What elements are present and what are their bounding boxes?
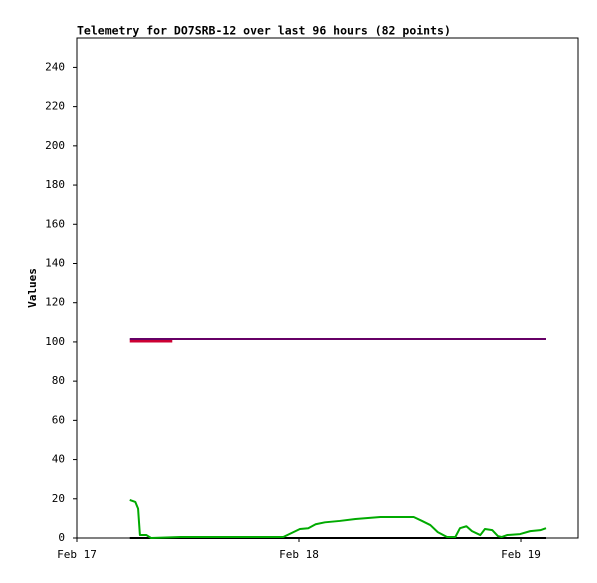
x-tick-label: Feb 19 <box>501 548 541 561</box>
y-tick-label: 200 <box>45 139 65 152</box>
y-tick-label: 140 <box>45 256 65 269</box>
y-tick-label: 220 <box>45 100 65 113</box>
y-tick-label: 40 <box>52 453 65 466</box>
y-tick-label: 80 <box>52 374 65 387</box>
y-tick-label: 0 <box>58 531 65 544</box>
x-tick-label: Feb 17 <box>57 548 97 561</box>
y-tick-label: 120 <box>45 296 65 309</box>
y-tick-label: 180 <box>45 178 65 191</box>
y-tick-label: 240 <box>45 60 65 73</box>
y-tick-label: 60 <box>52 413 65 426</box>
x-tick-label: Feb 18 <box>279 548 319 561</box>
y-tick-label: 160 <box>45 217 65 230</box>
y-tick-label: 100 <box>45 335 65 348</box>
series-line <box>129 499 547 539</box>
chart-title: Telemetry for DO7SRB-12 over last 96 hou… <box>77 24 451 38</box>
y-tick-label: 20 <box>52 492 65 505</box>
y-axis-label: Values <box>26 268 39 308</box>
